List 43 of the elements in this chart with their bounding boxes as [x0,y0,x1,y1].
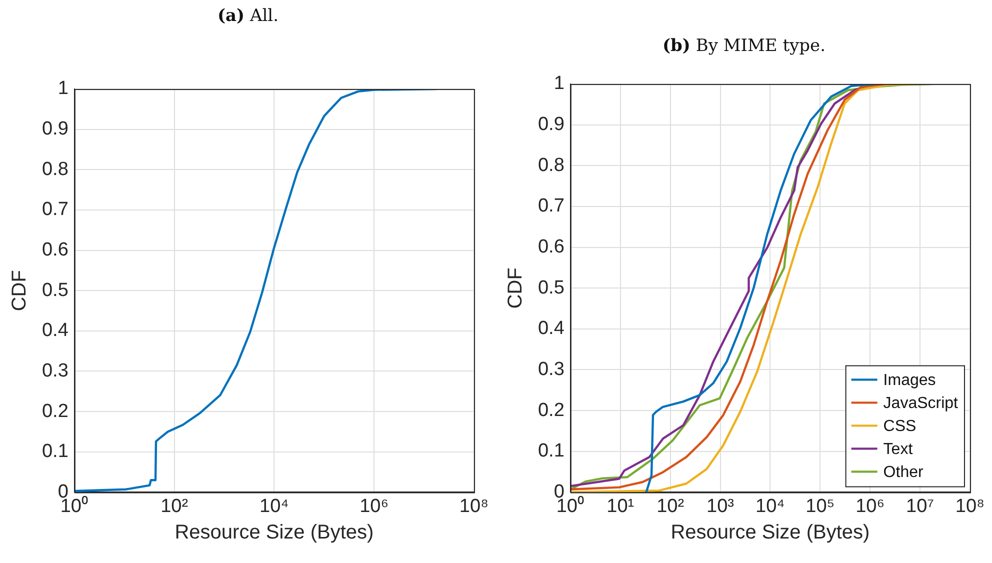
x-tick-label: 10⁶ [856,496,885,517]
legend-label: Images [883,372,936,390]
x-tick-label: 10⁸ [955,496,985,517]
chart-title: (a) All. [216,6,280,26]
y-tick-label: 0.6 [42,240,68,261]
x-tick-label: 10⁸ [459,496,489,517]
y-tick-label: 0.5 [538,277,564,298]
y-tick-label: 0.2 [42,400,68,422]
y-tick-label: 0.3 [42,360,68,382]
legend-label: CSS [883,418,916,436]
y-tick-label: 0.9 [538,114,564,136]
y-axis-title: CDF [8,270,31,312]
y-tick-label: 0.8 [538,154,564,176]
x-tick-label: 10⁵ [806,496,835,517]
y-tick-label: 0.4 [42,320,69,342]
legend-label: Text [883,441,914,458]
y-tick-label: 0.1 [42,441,68,462]
chart-title: (b) By MIME type. [661,36,826,56]
x-tick-label: 10⁷ [906,496,934,517]
y-axis-title: CDF [504,268,527,309]
y-tick-label: 0.7 [42,199,68,220]
y-tick-label: 0.8 [42,158,68,180]
x-tick-label: 10² [656,496,684,517]
y-tick-label: 0.5 [42,280,68,301]
y-tick-label: 0.3 [538,358,564,380]
x-axis-title: Resource Size (Bytes) [670,522,870,544]
y-tick-label: 0.9 [42,118,68,140]
x-tick-label: 10⁶ [360,496,389,517]
x-tick-label: 10² [160,496,188,517]
y-tick-label: 0.2 [538,400,564,421]
legend-label: JavaScript [883,395,959,412]
y-tick-label: 1 [58,78,68,100]
x-tick-label: 10³ [706,496,734,517]
x-tick-label: 10¹ [606,496,634,517]
x-axis-title: Resource Size (Bytes) [174,522,374,544]
y-tick-label: 1 [554,73,564,94]
y-tick-label: 0.6 [538,236,564,258]
y-tick-label: 0.1 [538,440,564,462]
y-tick-label: 0.4 [538,318,565,340]
legend-label: Other [883,464,924,482]
y-tick-label: 0.7 [538,196,564,217]
x-tick-label: 10⁴ [756,496,785,517]
x-tick-label: 10⁴ [260,496,289,517]
